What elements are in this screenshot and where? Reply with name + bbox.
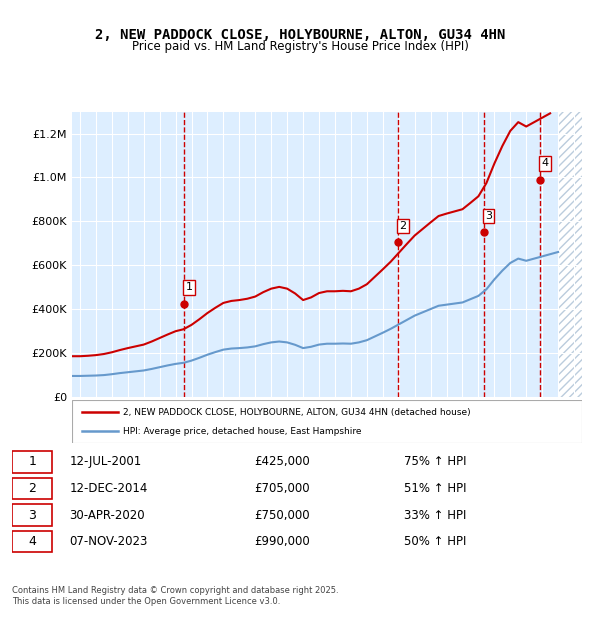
Text: 1: 1 bbox=[185, 282, 193, 293]
Text: 1: 1 bbox=[28, 456, 36, 468]
Text: Contains HM Land Registry data © Crown copyright and database right 2025.
This d: Contains HM Land Registry data © Crown c… bbox=[12, 585, 338, 606]
Text: 33% ↑ HPI: 33% ↑ HPI bbox=[404, 508, 466, 521]
Text: 50% ↑ HPI: 50% ↑ HPI bbox=[404, 535, 466, 548]
Text: £425,000: £425,000 bbox=[254, 456, 310, 468]
Text: 3: 3 bbox=[485, 211, 492, 221]
FancyBboxPatch shape bbox=[12, 478, 52, 499]
Bar bbox=[558, 112, 582, 397]
FancyBboxPatch shape bbox=[12, 505, 52, 526]
Text: HPI: Average price, detached house, East Hampshire: HPI: Average price, detached house, East… bbox=[123, 427, 361, 436]
Text: 07-NOV-2023: 07-NOV-2023 bbox=[70, 535, 148, 548]
Text: 2: 2 bbox=[400, 221, 407, 231]
Text: £705,000: £705,000 bbox=[254, 482, 310, 495]
Text: 12-JUL-2001: 12-JUL-2001 bbox=[70, 456, 142, 468]
FancyBboxPatch shape bbox=[72, 400, 582, 443]
Text: 12-DEC-2014: 12-DEC-2014 bbox=[70, 482, 148, 495]
Text: Price paid vs. HM Land Registry's House Price Index (HPI): Price paid vs. HM Land Registry's House … bbox=[131, 40, 469, 53]
Text: 2, NEW PADDOCK CLOSE, HOLYBOURNE, ALTON, GU34 4HN (detached house): 2, NEW PADDOCK CLOSE, HOLYBOURNE, ALTON,… bbox=[123, 407, 470, 417]
Text: £750,000: £750,000 bbox=[254, 508, 310, 521]
Text: 2, NEW PADDOCK CLOSE, HOLYBOURNE, ALTON, GU34 4HN: 2, NEW PADDOCK CLOSE, HOLYBOURNE, ALTON,… bbox=[95, 28, 505, 42]
FancyBboxPatch shape bbox=[12, 531, 52, 552]
Text: £990,000: £990,000 bbox=[254, 535, 310, 548]
Text: 75% ↑ HPI: 75% ↑ HPI bbox=[404, 456, 466, 468]
Text: 51% ↑ HPI: 51% ↑ HPI bbox=[404, 482, 466, 495]
Text: 4: 4 bbox=[541, 159, 548, 169]
Text: 2: 2 bbox=[28, 482, 36, 495]
Text: 3: 3 bbox=[28, 508, 36, 521]
Text: 30-APR-2020: 30-APR-2020 bbox=[70, 508, 145, 521]
Text: 4: 4 bbox=[28, 535, 36, 548]
FancyBboxPatch shape bbox=[12, 451, 52, 472]
